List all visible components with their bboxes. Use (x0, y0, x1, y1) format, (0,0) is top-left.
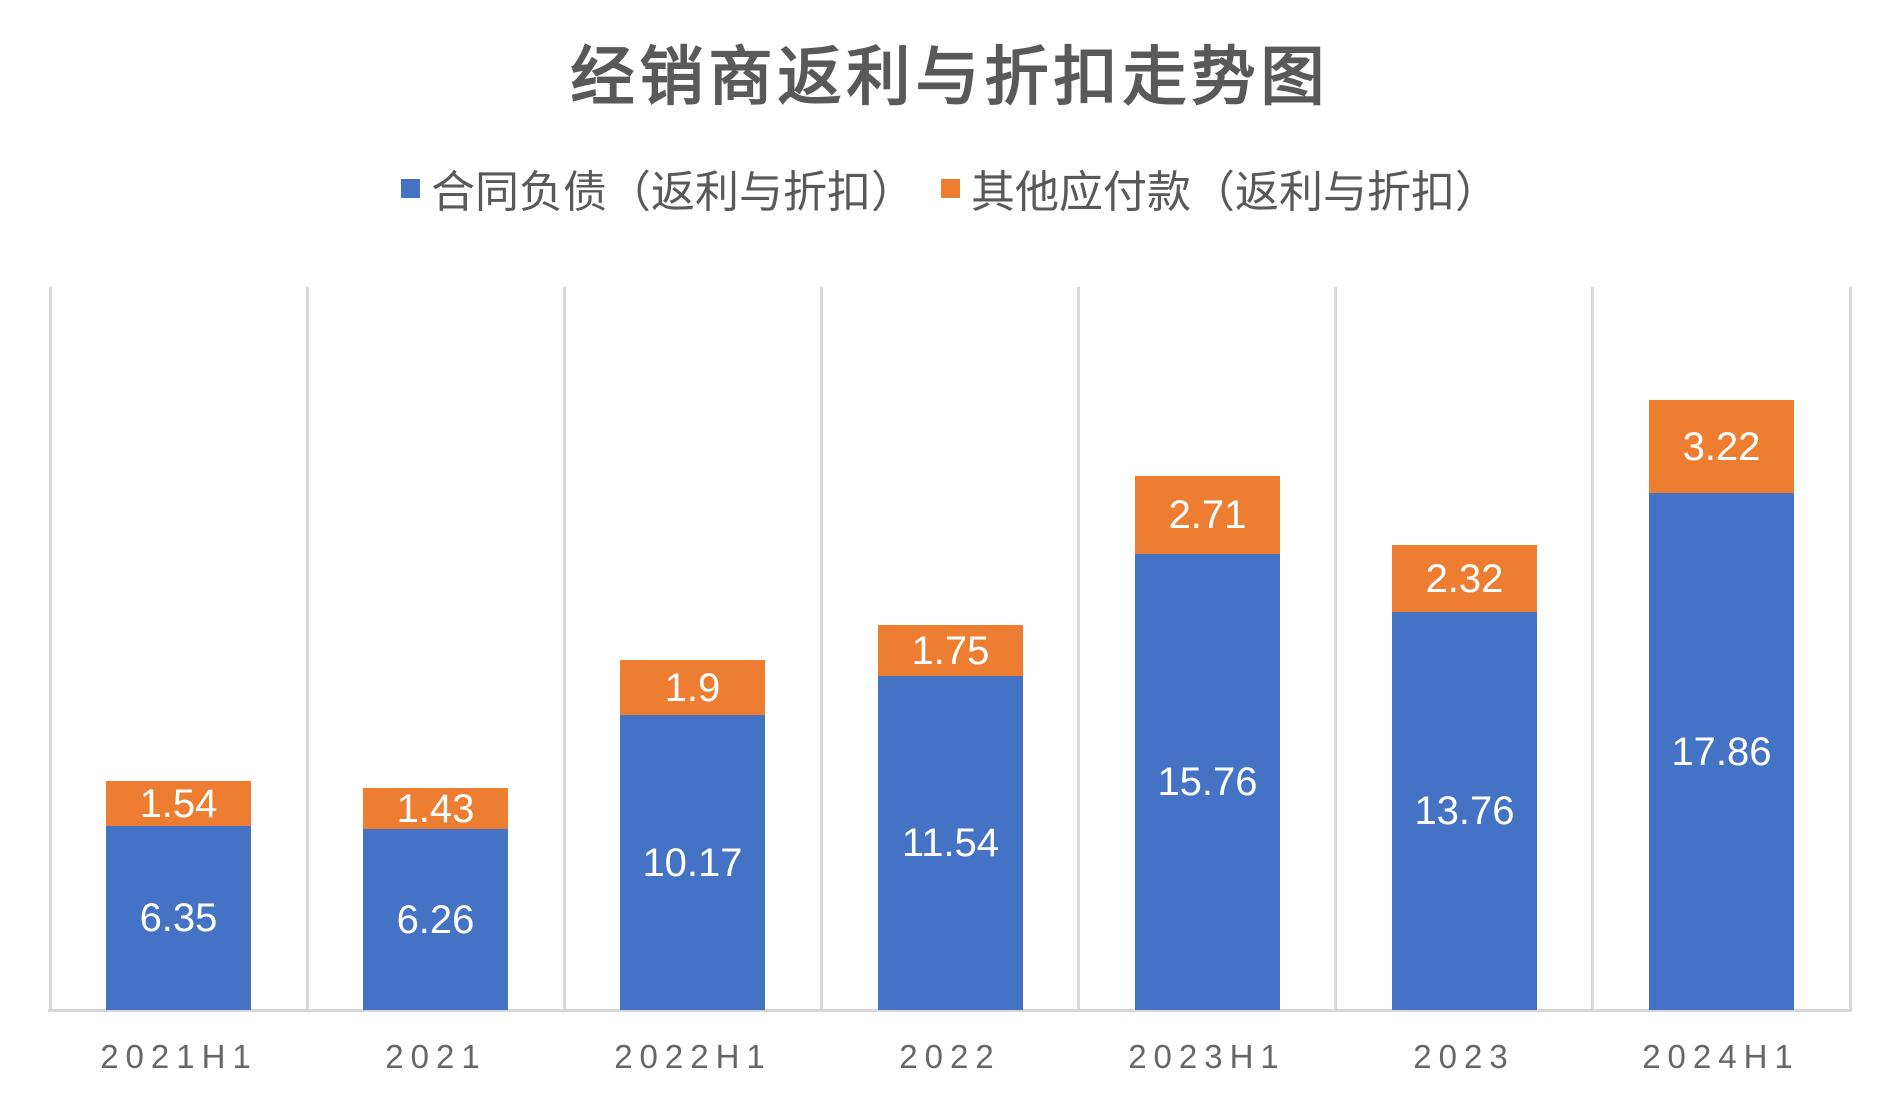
bar-value-label: 6.26 (396, 897, 475, 942)
bar-value-label: 17.86 (1671, 729, 1772, 774)
bar-value-label: 6.35 (139, 896, 218, 940)
gridline (49, 287, 52, 1011)
gridline (820, 287, 823, 1011)
bar-value-label: 11.54 (901, 821, 1000, 865)
category-label: 2021 (385, 1038, 487, 1075)
bar-segment: 15.76 (1135, 554, 1280, 1010)
legend-item-contract-liabilities: 合同负债（返利与折扣） (401, 156, 915, 220)
bar-segment: 3.22 (1649, 400, 1794, 493)
bar-segment: 1.9 (620, 660, 765, 715)
bar-value-label: 2.71 (1168, 493, 1247, 537)
bar-value-label: 1.43 (396, 786, 475, 831)
gridline (1077, 287, 1080, 1011)
bar-value-label: 15.76 (1157, 760, 1258, 804)
category-label: 2022H1 (614, 1038, 772, 1075)
category-label: 2022 (899, 1038, 1001, 1075)
bar-value-label: 13.76 (1414, 789, 1515, 833)
bar-segment: 17.86 (1649, 493, 1794, 1010)
bar-segment: 1.43 (363, 788, 508, 829)
x-axis-line (48, 1009, 1852, 1012)
bar-segment: 1.54 (106, 781, 251, 826)
bar-segment: 2.32 (1392, 545, 1537, 612)
chart-title: 经销商返利与折扣走势图 (570, 41, 1330, 113)
bar-segment: 6.35 (106, 826, 251, 1010)
bar-value-label: 3.22 (1682, 424, 1761, 469)
gridline (1849, 287, 1852, 1011)
category-label: 2023H1 (1128, 1038, 1286, 1075)
legend-label-contract-liabilities: 合同负债（返利与折扣） (431, 168, 915, 217)
bar-segment: 6.26 (363, 829, 508, 1010)
bar-value-label: 1.9 (664, 665, 721, 710)
bar-segment: 10.17 (620, 715, 765, 1010)
legend-label-other-payables: 其他应付款（返利与折扣） (971, 168, 1499, 217)
legend-marker-blue-icon (401, 178, 420, 198)
legend: 合同负债（返利与折扣） 其他应付款（返利与折扣） (50, 156, 1850, 220)
bar-segment: 13.76 (1392, 612, 1537, 1010)
bar-value-label: 1.75 (911, 628, 990, 673)
bar-value-label: 10.17 (642, 840, 743, 885)
category-label: 2024H1 (1642, 1038, 1800, 1075)
gridline (306, 287, 309, 1011)
legend-item-other-payables: 其他应付款（返利与折扣） (941, 156, 1499, 220)
bar-value-label: 1.54 (139, 781, 218, 826)
category-label: 2021H1 (100, 1038, 258, 1075)
category-label: 2023 (1413, 1038, 1515, 1075)
bar-value-label: 2.32 (1425, 556, 1504, 601)
bar-segment: 2.71 (1135, 476, 1280, 554)
legend-marker-orange-icon (941, 178, 960, 198)
gridline (563, 287, 566, 1011)
gridline (1334, 287, 1337, 1011)
gridline (1591, 287, 1594, 1011)
bar-segment: 11.54 (878, 676, 1023, 1010)
bar-segment: 1.75 (878, 625, 1023, 676)
